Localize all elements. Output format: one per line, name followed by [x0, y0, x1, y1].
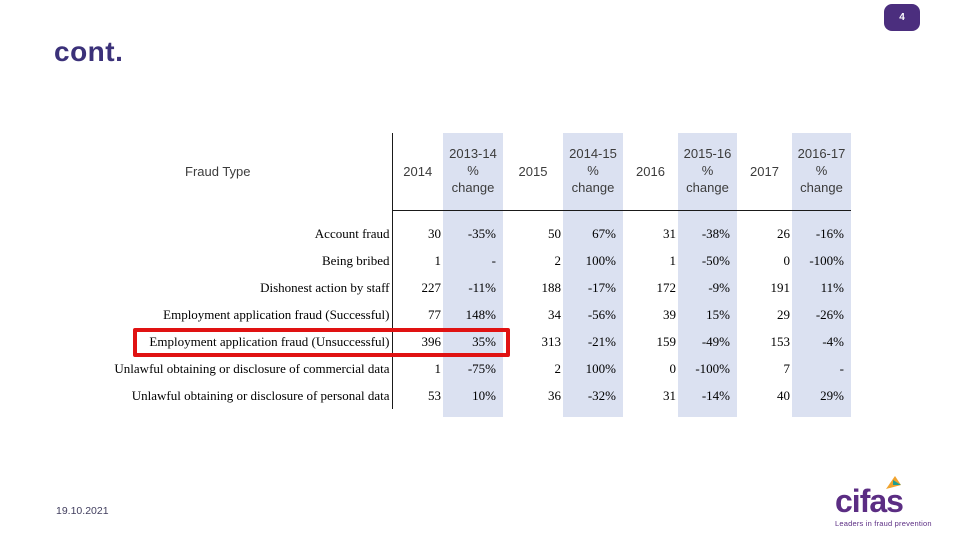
fraud-table: Fraud Type 2014 2013-14 % change 2015 20…	[105, 133, 851, 417]
row-label: Employment application fraud (Unsuccessf…	[105, 328, 393, 355]
table-row-employment-fraud-unsuccessful-highlighted: Employment application fraud (Unsuccessf…	[105, 328, 851, 355]
table-row-employment-fraud-successful: Employment application fraud (Successful…	[105, 301, 851, 328]
spacer-row	[105, 210, 851, 220]
fraud-table-container: Fraud Type 2014 2013-14 % change 2015 20…	[105, 133, 851, 417]
page-number-badge: 4	[884, 4, 920, 31]
table-row-unlawful-commercial-data: Unlawful obtaining or disclosure of comm…	[105, 355, 851, 382]
column-header-fraud-type: Fraud Type	[105, 133, 393, 210]
cifas-logo: cifas Leaders in fraud prevention	[835, 476, 945, 528]
column-header-2015-16-change: 2015-16 % change	[678, 133, 737, 211]
header-row: Fraud Type 2014 2013-14 % change 2015 20…	[105, 133, 851, 211]
footer-date: 19.10.2021	[56, 505, 109, 517]
slide-title: cont.	[54, 36, 124, 67]
column-header-2016-17-change: 2016-17 % change	[792, 133, 851, 211]
row-label: Account fraud	[105, 220, 393, 247]
row-label: Being bribed	[105, 247, 393, 274]
column-header-2014: 2014	[392, 133, 443, 211]
row-label: Employment application fraud (Successful…	[105, 301, 393, 328]
row-label: Unlawful obtaining or disclosure of pers…	[105, 382, 393, 409]
logo-tagline: Leaders in fraud prevention	[835, 519, 932, 528]
column-header-2014-15-change: 2014-15 % change	[563, 133, 623, 211]
table-row-being-bribed: Being bribed 1 - 2 100% 1 -50% 0 -100%	[105, 247, 851, 274]
row-label: Dishonest action by staff	[105, 274, 393, 301]
table-row-unlawful-personal-data: Unlawful obtaining or disclosure of pers…	[105, 382, 851, 409]
table-row-account-fraud: Account fraud 30 -35% 50 67% 31 -38% 26 …	[105, 220, 851, 247]
page-number: 4	[899, 12, 905, 23]
logo-triangle-icon	[885, 476, 902, 494]
column-header-2015: 2015	[503, 133, 563, 211]
logo-wordmark: cifas	[835, 483, 904, 519]
column-header-2017: 2017	[737, 133, 792, 211]
column-header-2016: 2016	[623, 133, 678, 211]
column-header-2013-14-change: 2013-14 % change	[443, 133, 503, 211]
highlight-red-box	[133, 328, 510, 357]
filler-row	[105, 409, 851, 417]
row-label: Unlawful obtaining or disclosure of comm…	[105, 355, 393, 382]
table-row-dishonest-action: Dishonest action by staff 227 -11% 188 -…	[105, 274, 851, 301]
